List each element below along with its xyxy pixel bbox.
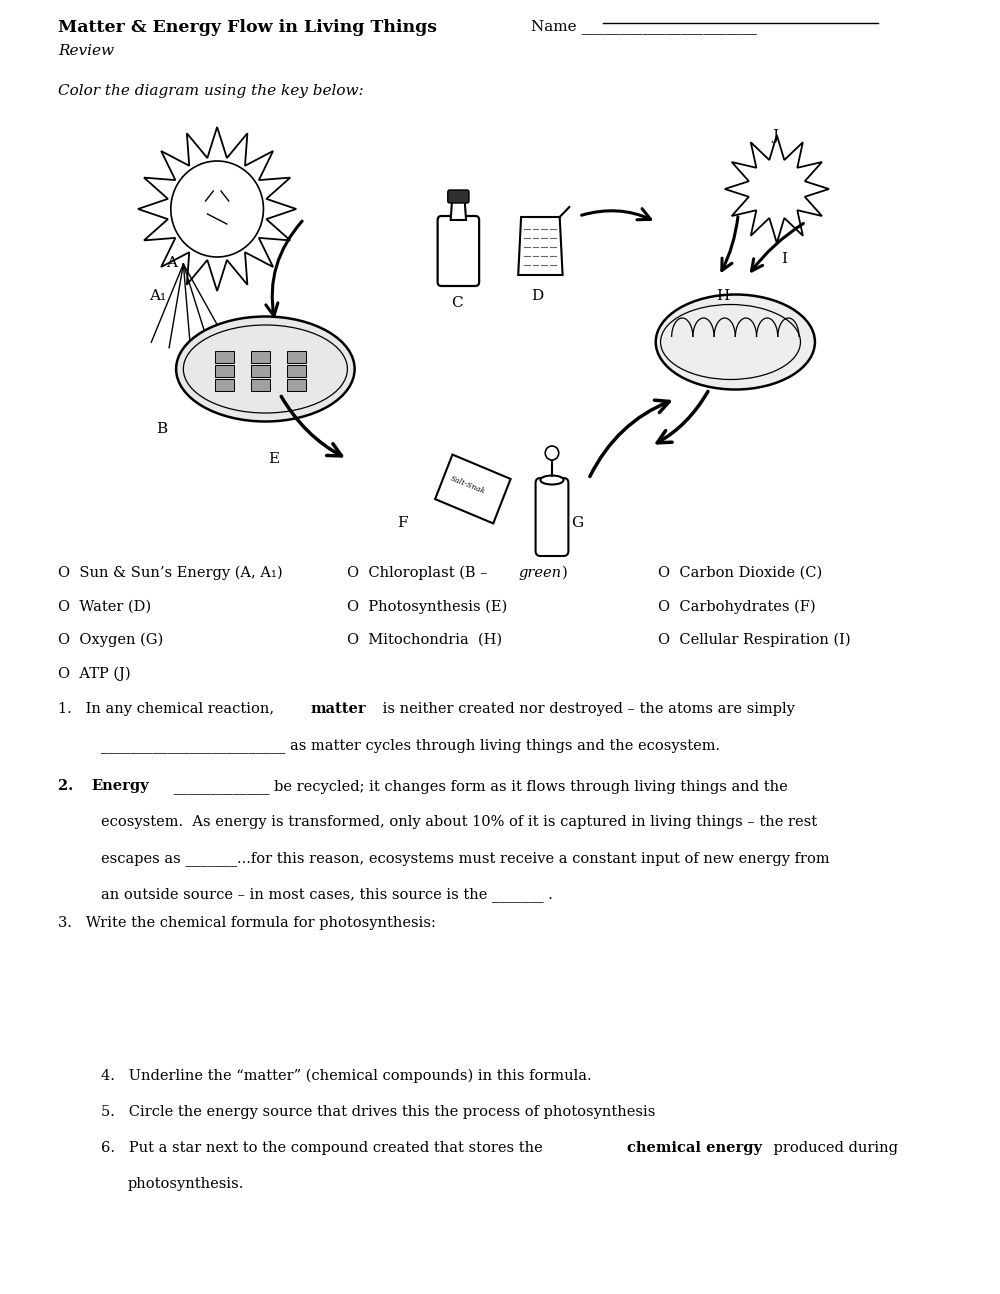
Circle shape	[171, 160, 263, 258]
Text: green: green	[518, 565, 561, 580]
FancyBboxPatch shape	[215, 351, 234, 364]
Text: O  Water (D): O Water (D)	[58, 599, 151, 613]
Text: A: A	[166, 256, 177, 270]
Text: 1.   In any chemical reaction,: 1. In any chemical reaction,	[58, 703, 279, 716]
Text: ecosystem.  As energy is transformed, only about 10% of it is captured in living: ecosystem. As energy is transformed, onl…	[101, 815, 817, 829]
Polygon shape	[518, 217, 563, 276]
Text: J: J	[772, 129, 778, 144]
Text: escapes as _______...for this reason, ecosystems must receive a constant input o: escapes as _______...for this reason, ec…	[101, 851, 830, 866]
Text: Matter & Energy Flow in Living Things: Matter & Energy Flow in Living Things	[58, 19, 437, 36]
Text: C: C	[451, 296, 462, 311]
FancyBboxPatch shape	[251, 379, 270, 391]
Circle shape	[545, 446, 559, 459]
FancyBboxPatch shape	[438, 216, 479, 286]
Text: H: H	[716, 289, 729, 303]
Text: produced during: produced during	[769, 1141, 898, 1156]
FancyBboxPatch shape	[536, 477, 568, 556]
Text: Salt-Snak: Salt-Snak	[449, 475, 487, 496]
Text: chemical energy: chemical energy	[627, 1141, 762, 1156]
Text: O  Oxygen (G): O Oxygen (G)	[58, 633, 163, 647]
Polygon shape	[451, 201, 466, 220]
Polygon shape	[138, 127, 296, 291]
Text: Color the diagram using the key below:: Color the diagram using the key below:	[58, 84, 364, 98]
Text: photosynthesis.: photosynthesis.	[127, 1178, 244, 1190]
Text: O  Mitochondria  (H): O Mitochondria (H)	[347, 633, 503, 647]
Text: O  Carbohydrates (F): O Carbohydrates (F)	[658, 599, 816, 613]
FancyBboxPatch shape	[287, 351, 306, 364]
Text: E: E	[268, 452, 279, 466]
Text: O  ATP (J): O ATP (J)	[58, 666, 131, 681]
Text: matter: matter	[311, 703, 366, 716]
Text: B: B	[156, 422, 167, 436]
Text: I: I	[782, 252, 788, 267]
Polygon shape	[435, 454, 511, 524]
Text: G: G	[571, 516, 584, 531]
FancyBboxPatch shape	[251, 351, 270, 364]
Text: 5.   Circle the energy source that drives this the process of photosynthesis: 5. Circle the energy source that drives …	[101, 1105, 656, 1119]
Text: is neither created nor destroyed – the atoms are simply: is neither created nor destroyed – the a…	[378, 703, 795, 716]
Text: ): )	[562, 565, 567, 580]
Text: Energy: Energy	[92, 779, 149, 793]
FancyBboxPatch shape	[251, 365, 270, 377]
FancyBboxPatch shape	[215, 365, 234, 377]
FancyBboxPatch shape	[448, 190, 469, 203]
Text: D: D	[531, 289, 543, 303]
Text: 2.: 2.	[58, 779, 83, 793]
Text: Review: Review	[58, 44, 114, 58]
Text: O  Cellular Respiration (I): O Cellular Respiration (I)	[658, 633, 851, 647]
Text: O  Carbon Dioxide (C): O Carbon Dioxide (C)	[658, 565, 822, 580]
Ellipse shape	[656, 295, 815, 389]
Text: _________________________ as matter cycles through living things and the ecosyst: _________________________ as matter cycl…	[101, 738, 720, 753]
FancyBboxPatch shape	[287, 379, 306, 391]
Text: 4.   Underline the “matter” (chemical compounds) in this formula.: 4. Underline the “matter” (chemical comp…	[101, 1069, 592, 1083]
Text: an outside source – in most cases, this source is the _______ .: an outside source – in most cases, this …	[101, 886, 553, 902]
Ellipse shape	[176, 317, 355, 422]
Polygon shape	[725, 135, 829, 243]
Text: O  Sun & Sun’s Energy (A, A₁): O Sun & Sun’s Energy (A, A₁)	[58, 565, 283, 581]
Text: 3.   Write the chemical formula for photosynthesis:: 3. Write the chemical formula for photos…	[58, 916, 436, 930]
Text: O  Photosynthesis (E): O Photosynthesis (E)	[347, 599, 508, 613]
Ellipse shape	[540, 475, 564, 484]
FancyBboxPatch shape	[215, 379, 234, 391]
FancyBboxPatch shape	[287, 365, 306, 377]
Text: F: F	[398, 516, 408, 531]
Text: O  Chloroplast (B –: O Chloroplast (B –	[347, 565, 493, 581]
Text: 6.   Put a star next to the compound created that stores the: 6. Put a star next to the compound creat…	[101, 1141, 548, 1156]
Text: Name _______________________: Name _______________________	[531, 19, 757, 34]
Text: _____________ be recycled; it changes form as it flows through living things and: _____________ be recycled; it changes fo…	[169, 779, 788, 795]
Text: A₁: A₁	[150, 289, 167, 303]
